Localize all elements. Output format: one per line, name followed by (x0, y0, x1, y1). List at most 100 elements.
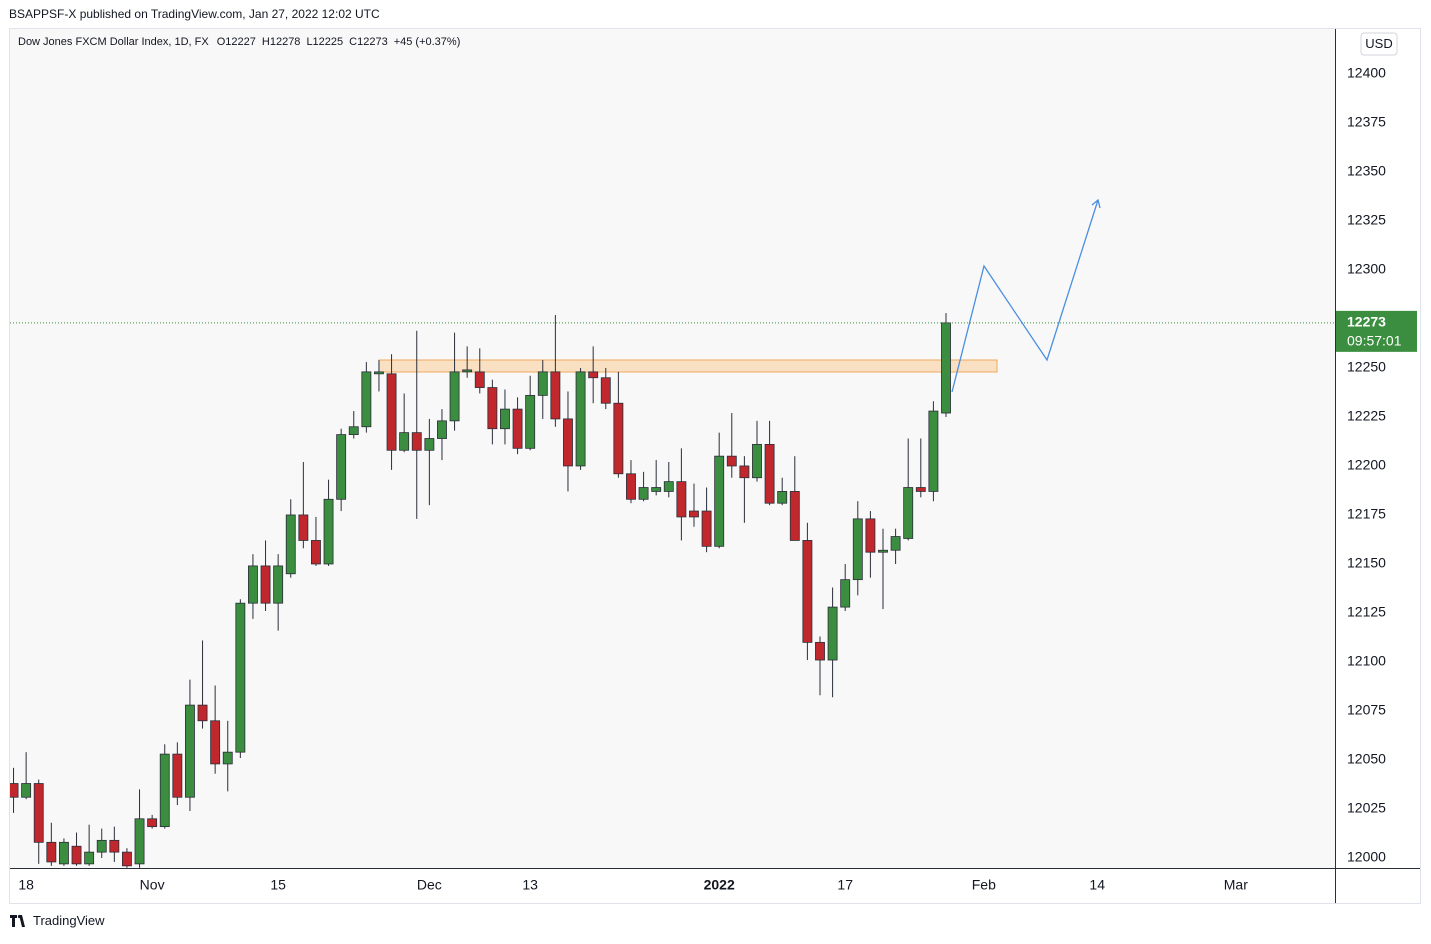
candle-body (764, 443, 775, 504)
y-tick-label: 12150 (1347, 555, 1386, 571)
x-tick-label: 2022 (704, 877, 735, 893)
candle-body (701, 510, 712, 547)
candle-body (575, 371, 586, 467)
candle-body (739, 465, 750, 479)
y-tick-label: 12175 (1347, 506, 1386, 522)
candle-body (852, 518, 863, 581)
candle-body (386, 373, 397, 451)
y-tick-label: 12100 (1347, 653, 1386, 669)
x-tick-label: 17 (837, 877, 853, 893)
candle-body (222, 751, 233, 765)
y-tick-label: 12000 (1347, 849, 1386, 865)
candle-body (109, 839, 120, 853)
candle-body (374, 371, 384, 375)
brand-name: TradingView (33, 913, 105, 928)
y-tick-label: 12325 (1347, 212, 1386, 228)
y-tick-label: 12350 (1347, 163, 1386, 179)
candle-body (626, 473, 636, 500)
candle-body (134, 818, 145, 865)
candle-body (248, 565, 258, 604)
axes: 12000 12025 12050 12075 12100 12125 12150 12175… (18, 65, 1417, 893)
candle-body (752, 443, 762, 479)
candle-body (487, 387, 498, 430)
candle-body (260, 565, 271, 604)
candle-body (865, 518, 876, 553)
candle-body (676, 481, 687, 518)
candle-body (802, 540, 813, 643)
candle-body (890, 536, 901, 551)
candle-body (600, 377, 611, 404)
candle-body (10, 783, 19, 798)
symbol-title: Dow Jones FXCM Dollar Index, 1D, FX (18, 36, 209, 48)
candle-body (663, 481, 674, 492)
candle-body (21, 783, 32, 798)
candle-body (689, 510, 699, 518)
candle-body (399, 432, 410, 451)
x-tick-label: Dec (417, 877, 442, 893)
candle-body (33, 783, 44, 843)
candle-body (588, 371, 599, 379)
y-tick-label: 12250 (1347, 359, 1386, 375)
candle-body (928, 410, 939, 492)
candle-body (96, 839, 107, 853)
candle-body (159, 753, 170, 828)
candle-body (474, 371, 485, 388)
candle-body (235, 602, 246, 753)
brand-logo-dot (17, 914, 22, 919)
candle-body (827, 606, 838, 661)
currency-box (1360, 32, 1398, 56)
countdown-label: 09:57:01 (1347, 333, 1402, 349)
candle-body (638, 487, 649, 500)
y-tick-label: 12375 (1347, 114, 1386, 130)
candle-body (714, 455, 725, 547)
legend-value: C12273 (349, 36, 388, 48)
legend-value: +45 (+0.37%) (394, 36, 461, 48)
candle-body (726, 455, 737, 467)
projection-arrowhead (1091, 198, 1101, 209)
candle-body (500, 408, 510, 430)
y-tick-label: 12300 (1347, 261, 1386, 277)
candle-body (789, 491, 800, 541)
y-tick-label: 12225 (1347, 408, 1386, 424)
candle-body (815, 641, 825, 661)
x-tick-label: 18 (18, 877, 34, 893)
candle-body (147, 818, 158, 828)
x-tick-label: 13 (522, 877, 538, 893)
candle-body (411, 432, 422, 451)
candle-body (437, 420, 447, 439)
candle-body (777, 491, 788, 504)
candle-body (172, 753, 183, 798)
x-tick-label: 14 (1089, 877, 1105, 893)
legend-value: O12227 (217, 36, 256, 48)
candle-body (563, 418, 573, 467)
candle-body (462, 369, 473, 373)
y-tick-label: 12200 (1347, 457, 1386, 473)
legend-value: H12278 (262, 36, 301, 48)
candle-body (71, 845, 82, 865)
candle-body (348, 426, 359, 435)
candle-body (613, 402, 624, 475)
plot (10, 198, 1335, 868)
candle-body (122, 851, 132, 867)
candle-body (298, 514, 309, 541)
x-tick-label: 15 (270, 877, 286, 893)
x-tick-label: Mar (1224, 877, 1248, 893)
published-note: BSAPPSF-X published on TradingView.com, … (9, 7, 380, 21)
last-price-label: 12273 (1347, 314, 1386, 330)
candle-body (525, 394, 536, 449)
y-tick-label: 12400 (1347, 65, 1386, 81)
brand: TradingView (10, 913, 105, 928)
brand-logo (10, 915, 25, 927)
candle-body (537, 371, 548, 396)
y-tick-label: 12025 (1347, 800, 1386, 816)
plot-area (10, 29, 1335, 868)
legend-value: L12225 (306, 36, 343, 48)
candle-body (903, 487, 914, 539)
candle-body (915, 487, 926, 492)
candle-body (878, 549, 888, 553)
candle-body (651, 487, 662, 492)
x-tick-label: Feb (972, 877, 996, 893)
candle-body (512, 408, 523, 449)
y-tick-label: 12125 (1347, 604, 1386, 620)
